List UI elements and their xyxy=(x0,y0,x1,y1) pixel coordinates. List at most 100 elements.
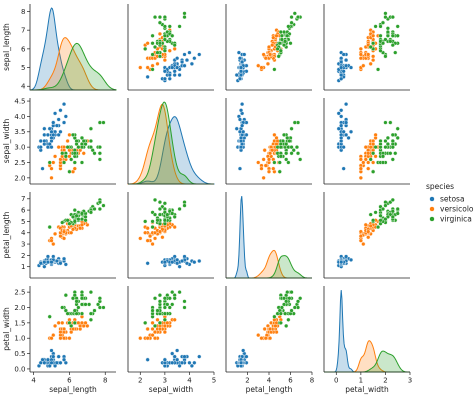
point-virginica-49 xyxy=(278,145,283,150)
y-tick-label: 5 xyxy=(21,218,25,226)
point-versicolor-29 xyxy=(61,336,67,341)
y-tick-label: 2 xyxy=(21,252,25,260)
x-tick-label: 3 xyxy=(408,377,412,385)
point-versicolor-10 xyxy=(138,65,143,70)
point-virginica-6 xyxy=(47,160,52,165)
point-virginica-46 xyxy=(72,308,77,313)
point-virginica-34 xyxy=(284,323,289,329)
point-versicolor-25 xyxy=(271,35,276,40)
point-setosa-47 xyxy=(42,260,47,265)
point-virginica-29 xyxy=(162,24,167,29)
y-axis-sepal_length: 4 5 6 7 8 sepal_length xyxy=(2,8,30,91)
point-versicolor-49 xyxy=(366,151,371,156)
point-virginica-21 xyxy=(383,54,388,59)
kde-virginica-sepal_width xyxy=(128,101,214,185)
y-tick-label: 0.0 xyxy=(14,365,25,373)
point-setosa-40 xyxy=(175,357,180,362)
point-versicolor-29 xyxy=(358,52,363,57)
panel-petal_length-vs-sepal_width xyxy=(127,192,214,279)
point-versicolor-9 xyxy=(52,323,58,329)
point-setosa-18 xyxy=(182,52,187,57)
x-tick-label: 5 xyxy=(212,377,216,385)
point-versicolor-31 xyxy=(263,163,268,168)
point-versicolor-9 xyxy=(52,154,58,159)
point-virginica-47 xyxy=(76,145,81,150)
point-virginica-38 xyxy=(275,46,280,51)
point-setosa-48 xyxy=(339,123,344,128)
point-virginica-35 xyxy=(97,145,102,150)
point-virginica-31 xyxy=(101,305,106,310)
point-setosa-48 xyxy=(54,258,59,264)
y-tick-label: 3.0 xyxy=(14,144,25,152)
point-virginica-31 xyxy=(292,305,297,310)
point-virginica-9 xyxy=(395,24,400,29)
point-versicolor-34 xyxy=(162,57,167,63)
point-virginica-33 xyxy=(157,41,163,46)
point-versicolor-12 xyxy=(143,230,148,235)
point-virginica-8 xyxy=(286,160,291,165)
point-virginica-6 xyxy=(272,160,277,165)
point-setosa-41 xyxy=(145,357,150,362)
point-virginica-33 xyxy=(371,218,376,223)
point-virginica-49 xyxy=(65,145,70,150)
y-axis-label: sepal_length xyxy=(2,23,11,71)
point-setosa-42 xyxy=(38,138,43,144)
point-versicolor-12 xyxy=(358,46,363,51)
point-versicolor-31 xyxy=(148,234,153,239)
point-setosa-48 xyxy=(179,59,185,65)
point-virginica-33 xyxy=(371,151,376,156)
panel-sepal_length-vs-petal_width xyxy=(323,4,410,91)
point-virginica-18 xyxy=(152,296,158,301)
point-virginica-48 xyxy=(172,214,177,219)
point-virginica-37 xyxy=(283,39,288,44)
point-virginica-49 xyxy=(378,145,383,150)
point-versicolor-43 xyxy=(259,166,264,171)
point-setosa-15 xyxy=(240,102,245,107)
point-setosa-45 xyxy=(238,69,244,74)
point-versicolor-43 xyxy=(145,336,150,341)
point-virginica-29 xyxy=(373,24,378,29)
point-virginica-21 xyxy=(60,305,65,310)
point-versicolor-43 xyxy=(145,65,150,70)
point-setosa-48 xyxy=(179,258,185,264)
point-versicolor-45 xyxy=(363,145,368,150)
point-versicolor-49 xyxy=(267,52,273,57)
point-versicolor-23 xyxy=(69,329,74,335)
point-virginica-2 xyxy=(385,26,390,31)
point-setosa-33 xyxy=(192,360,197,365)
point-virginica-45 xyxy=(279,33,284,38)
point-versicolor-31 xyxy=(58,336,63,341)
point-versicolor-33 xyxy=(373,154,378,159)
point-virginica-0 xyxy=(288,41,293,46)
point-virginica-33 xyxy=(72,320,77,325)
point-virginica-9 xyxy=(289,126,294,131)
point-virginica-42 xyxy=(63,154,68,159)
x-axis-label: sepal_width xyxy=(149,385,194,394)
point-virginica-29 xyxy=(373,145,378,150)
point-virginica-46 xyxy=(72,160,77,165)
point-versicolor-35 xyxy=(172,224,177,230)
point-virginica-9 xyxy=(177,290,182,295)
point-virginica-31 xyxy=(292,11,297,16)
point-virginica-34 xyxy=(368,157,373,162)
point-virginica-18 xyxy=(152,14,158,20)
point-virginica-32 xyxy=(157,299,163,304)
point-virginica-48 xyxy=(70,132,76,137)
y-tick-label: 5 xyxy=(21,64,25,72)
point-setosa-42 xyxy=(339,76,344,81)
x-axis-sepal_length: 4 6 8 sepal_length xyxy=(31,372,107,394)
x-tick-label: 4 xyxy=(187,377,192,385)
point-setosa-41 xyxy=(237,166,243,171)
point-virginica-36 xyxy=(72,293,77,298)
point-versicolor-10 xyxy=(49,175,54,180)
point-versicolor-14 xyxy=(262,326,267,332)
point-virginica-9 xyxy=(177,24,182,29)
point-virginica-5 xyxy=(95,302,101,307)
panel-petal_width-vs-petal_length xyxy=(225,286,312,373)
point-versicolor-34 xyxy=(371,57,376,63)
point-versicolor-14 xyxy=(160,235,165,240)
point-setosa-23 xyxy=(170,351,175,356)
point-versicolor-31 xyxy=(263,336,268,341)
point-virginica-42 xyxy=(155,218,160,223)
